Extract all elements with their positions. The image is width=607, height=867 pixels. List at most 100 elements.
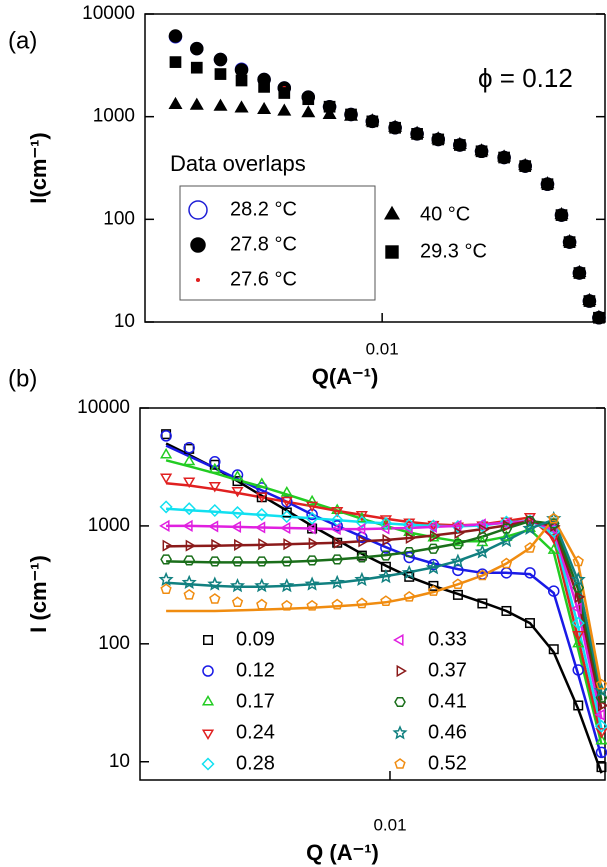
data-point (182, 502, 196, 516)
data-point (308, 537, 320, 550)
data-point (356, 597, 368, 609)
data-point (159, 500, 173, 514)
legend-marker (201, 757, 215, 771)
data-point (214, 68, 227, 80)
legend-label: 0.09 (236, 628, 275, 650)
data-point (208, 556, 221, 567)
y-tick-label: 10000 (82, 3, 135, 24)
data-point (305, 522, 316, 535)
legend-marker (202, 665, 214, 677)
data-point (280, 485, 293, 497)
data-point (230, 505, 245, 520)
y-tick-label: 10000 (77, 397, 130, 418)
data-point (331, 503, 344, 515)
legend-label: 28.2 °C (230, 198, 297, 220)
x-tick-label: 0.01 (366, 339, 399, 358)
data-point (574, 590, 586, 604)
data-point (427, 585, 440, 596)
data-point (541, 178, 554, 191)
data-point (330, 522, 341, 536)
legend-marker (393, 633, 404, 647)
data-point (573, 267, 586, 279)
data-point (213, 52, 228, 67)
data-point (501, 605, 512, 616)
data-point (183, 555, 196, 566)
data-point (401, 564, 417, 580)
legend-label: 0.37 (428, 659, 467, 681)
y-tick-label: 10 (114, 311, 135, 332)
data-point (158, 571, 174, 587)
data-point (168, 29, 183, 43)
data-point (231, 470, 244, 481)
data-point (331, 507, 344, 518)
data-point (211, 538, 222, 552)
data-point (594, 708, 605, 721)
data-point (593, 311, 605, 324)
data-point (570, 571, 586, 587)
data-point (208, 503, 222, 518)
legend-marker (383, 205, 401, 220)
legend-marker (201, 695, 215, 706)
data-point (281, 507, 292, 518)
panel-label: (a) (8, 27, 37, 54)
legend-label: 0.41 (428, 690, 467, 712)
data-point (432, 133, 445, 146)
data-point (306, 599, 318, 611)
data-point (526, 515, 538, 528)
data-point (183, 442, 195, 454)
data-point (453, 139, 466, 151)
annotation: Data overlaps (170, 151, 306, 176)
data-point (429, 529, 441, 543)
data-point (255, 556, 268, 567)
data-point (183, 477, 196, 489)
x-tick-label: 0.01 (373, 815, 406, 834)
data-point (354, 571, 370, 587)
data-point (425, 560, 441, 575)
data-point (306, 555, 318, 566)
data-point (213, 98, 228, 111)
legend-marker (385, 245, 399, 259)
legend-label: 0.46 (428, 721, 467, 743)
data-point (379, 516, 393, 530)
data-point (594, 719, 607, 733)
data-point (500, 530, 513, 541)
data-point (279, 577, 295, 593)
data-point (209, 456, 221, 468)
data-point (523, 515, 534, 528)
data-point (231, 556, 244, 567)
data-point (331, 520, 343, 532)
y-axis-label: I(cm⁻¹) (26, 132, 51, 204)
data-point (478, 523, 490, 536)
data-point (546, 522, 558, 535)
data-point (279, 521, 291, 535)
data-point (277, 103, 292, 116)
legend-label: 0.12 (236, 659, 275, 681)
legend-marker (394, 696, 406, 708)
data-point (427, 558, 440, 571)
y-tick-label: 10 (109, 751, 130, 772)
data-point (190, 41, 204, 56)
data-point (231, 486, 244, 498)
data-point (232, 476, 243, 487)
axis-frame (139, 407, 606, 781)
data-point (345, 108, 357, 121)
data-point (168, 96, 183, 110)
data-point (234, 100, 249, 113)
data-point (329, 574, 345, 590)
data-point (183, 588, 195, 600)
data-point (159, 473, 173, 484)
data-point (452, 578, 464, 590)
data-point (323, 100, 336, 113)
data-point (378, 568, 394, 584)
data-point (257, 101, 272, 115)
data-point (547, 543, 560, 554)
data-point (475, 519, 489, 533)
data-point (169, 56, 182, 68)
data-point (452, 539, 464, 550)
legend-label: 0.33 (428, 628, 467, 650)
data-point (595, 746, 607, 759)
data-point (234, 538, 245, 552)
panel-label: (b) (8, 365, 37, 392)
data-point (331, 554, 344, 565)
